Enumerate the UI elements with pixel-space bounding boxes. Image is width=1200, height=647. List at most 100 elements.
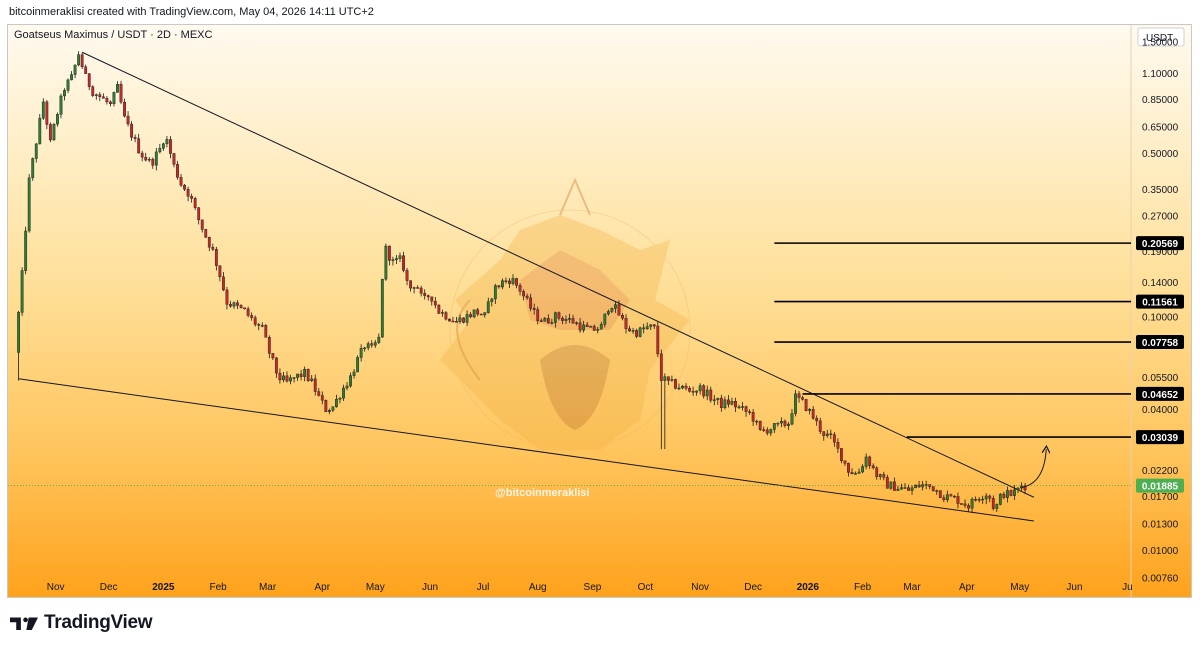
- x-tick-label: Jul: [477, 582, 490, 593]
- x-tick-label: Sep: [584, 582, 602, 593]
- candle-down: [405, 270, 409, 281]
- candle-down: [133, 137, 137, 139]
- candle-down: [783, 420, 787, 426]
- candle-down: [444, 312, 448, 320]
- chart-frame[interactable]: [7, 24, 1192, 598]
- current-price-label: 0.01885: [1142, 482, 1179, 493]
- x-axis-ticks[interactable]: Nov Dec 2025 Feb Mar Apr May Jun Jul Aug Sep Oct Nov…: [47, 582, 1133, 593]
- y-tick-label: 0.01300: [1142, 519, 1179, 530]
- candle-down: [1009, 490, 1013, 496]
- candle-down: [109, 101, 112, 105]
- candle-up: [366, 343, 370, 349]
- x-tick-label: Aug: [529, 582, 547, 593]
- candle-up: [380, 278, 384, 338]
- candle-down: [119, 83, 123, 103]
- candle-up: [610, 308, 614, 312]
- candle-down: [264, 325, 268, 338]
- x-tick-label: May: [1010, 582, 1029, 593]
- candle-up: [412, 287, 416, 289]
- candle-down: [1023, 485, 1027, 491]
- candle-down: [451, 320, 455, 323]
- candle-down: [907, 487, 910, 491]
- candle-down: [123, 101, 126, 117]
- candle-up: [352, 371, 356, 376]
- candle-up: [260, 325, 264, 327]
- candle-down: [578, 322, 582, 331]
- candle-down: [130, 123, 134, 138]
- candle-up: [970, 498, 974, 509]
- candle-down: [222, 276, 225, 291]
- price-labels: 0.20569 0.11561 0.07758 0.04652 0.03039 0.018…: [1136, 236, 1184, 493]
- candle-up: [377, 336, 381, 343]
- candle-down: [963, 503, 967, 506]
- candle-up: [984, 495, 988, 500]
- level-label: 0.03039: [1142, 433, 1179, 444]
- y-tick-label: 0.10000: [1142, 312, 1179, 323]
- candle-down: [871, 465, 875, 469]
- candle-up: [165, 139, 169, 145]
- candle-down: [151, 158, 155, 166]
- y-tick-label: 0.85000: [1142, 95, 1179, 106]
- candle-down: [532, 308, 536, 310]
- candle-up: [945, 494, 949, 501]
- candle-up: [825, 433, 829, 436]
- candle-down: [882, 474, 886, 478]
- candle-down: [476, 309, 480, 315]
- candle-down: [931, 486, 935, 492]
- candle-up: [723, 399, 727, 408]
- candle-down: [176, 164, 179, 178]
- candle-down: [278, 372, 282, 381]
- candle-down: [469, 314, 473, 318]
- candle-up: [94, 94, 98, 96]
- candle-down: [172, 153, 176, 165]
- candle-up: [903, 487, 907, 489]
- candle-down: [285, 375, 289, 382]
- candle-up: [755, 420, 759, 423]
- candle-down: [592, 326, 596, 331]
- author-watermark: @bitcoinmeraklisi: [495, 487, 590, 499]
- candle-down: [45, 101, 49, 125]
- candle-up: [854, 473, 857, 475]
- candle-down: [126, 115, 130, 125]
- candle-down: [80, 54, 84, 68]
- tradingview-logo-icon: [10, 617, 38, 630]
- level-label-box: [1136, 294, 1184, 309]
- candle-up: [638, 327, 642, 337]
- candle-up: [649, 324, 653, 327]
- candle-down: [624, 317, 628, 329]
- candle-up: [296, 373, 299, 378]
- candle-up: [56, 114, 59, 125]
- candle-down: [313, 378, 317, 392]
- candle-down: [423, 293, 427, 296]
- candle-up: [472, 309, 476, 318]
- candle-down: [243, 307, 247, 310]
- candle-down: [571, 318, 575, 324]
- candle-up: [543, 318, 547, 322]
- candle-down: [207, 237, 211, 248]
- y-tick-label: 0.19000: [1142, 247, 1179, 258]
- x-tick-label: May: [366, 582, 385, 593]
- candle-down: [387, 245, 391, 261]
- candle-up: [1016, 487, 1020, 490]
- candle-down: [536, 309, 540, 321]
- candle-down: [621, 315, 624, 319]
- candle-down: [197, 207, 201, 221]
- tradingview-logo[interactable]: TradingView: [10, 612, 153, 634]
- candle-up: [864, 456, 868, 467]
- bull-emblem: [440, 177, 691, 451]
- candle-up: [310, 378, 314, 381]
- candle-down: [843, 460, 847, 464]
- candle-up: [698, 385, 702, 392]
- candle-up: [589, 326, 593, 328]
- candle-up: [712, 399, 716, 401]
- trendline-upper: [81, 51, 1035, 498]
- candle-down: [617, 304, 621, 316]
- level-label-box: [1136, 236, 1184, 251]
- candle-up: [493, 285, 497, 300]
- y-tick-label: 0.65000: [1142, 122, 1179, 133]
- candle-up: [66, 79, 70, 91]
- candle-down: [508, 280, 511, 284]
- candle-up: [483, 312, 487, 316]
